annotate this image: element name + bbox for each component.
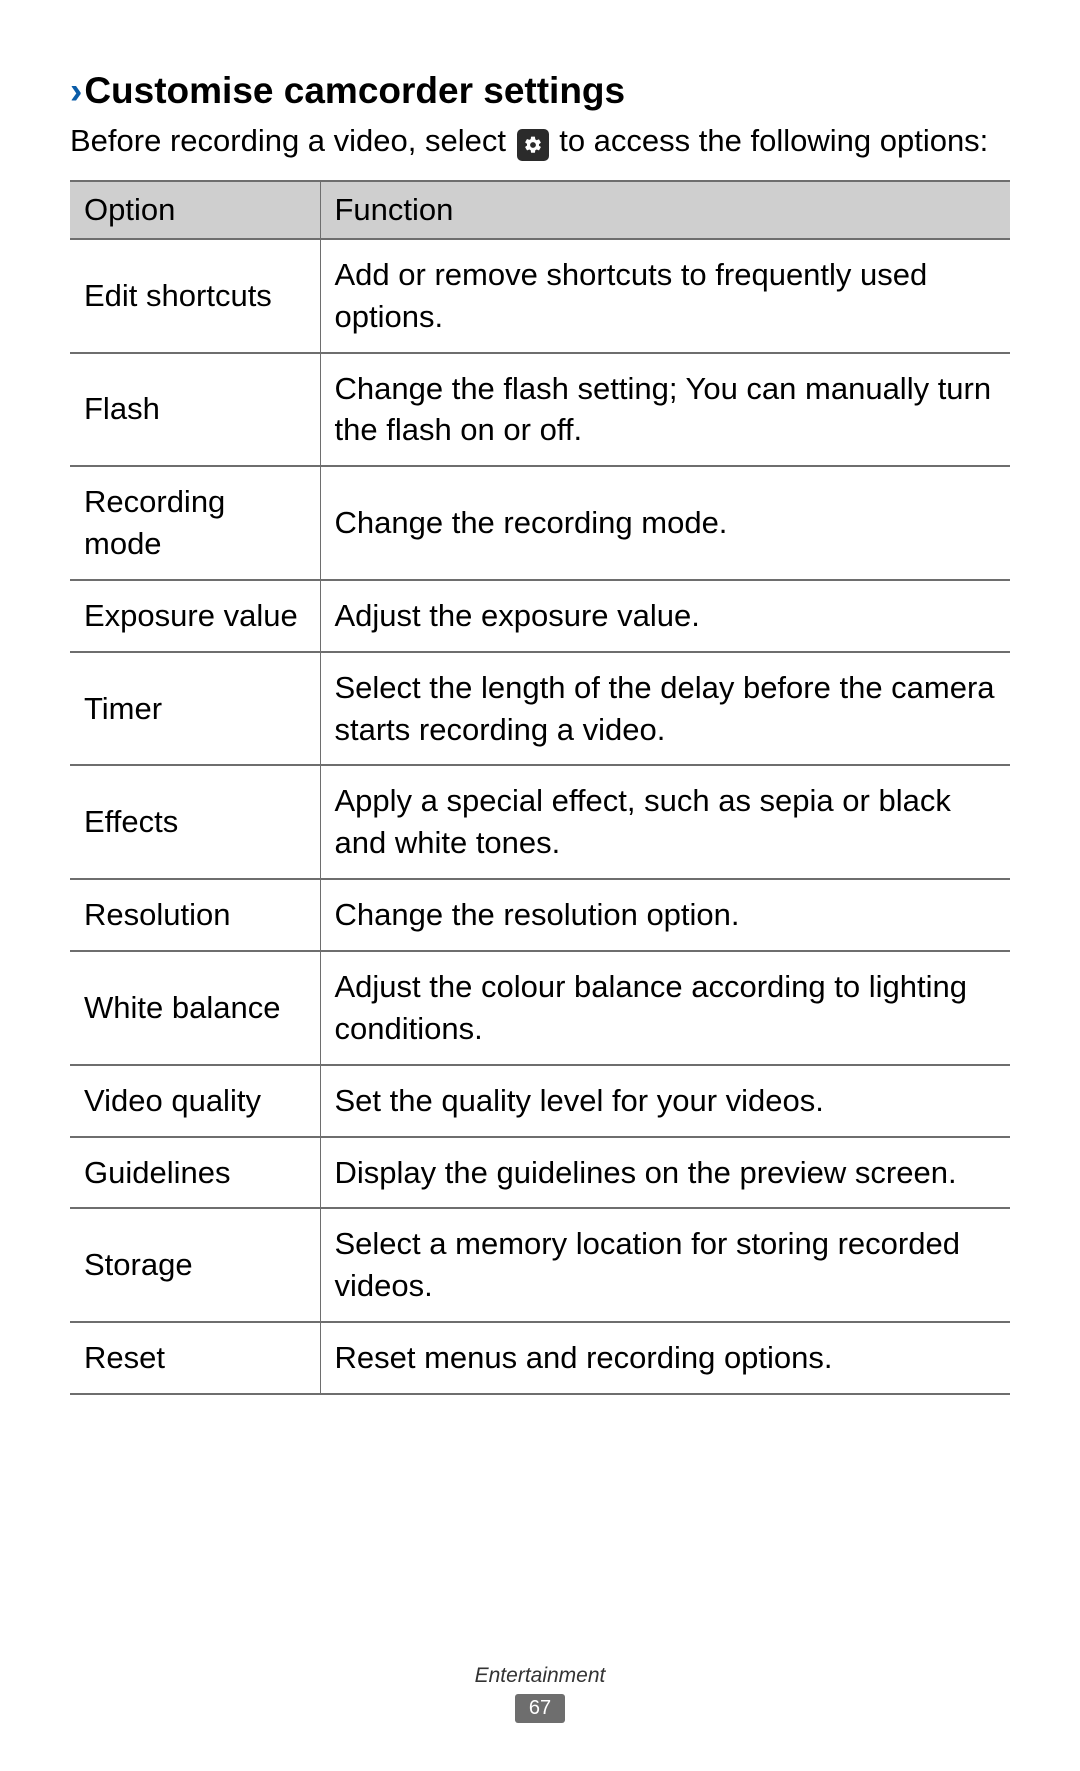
intro-before: Before recording a video, select (70, 123, 506, 158)
cell-option: Storage (70, 1208, 320, 1322)
table-row: Guidelines Display the guidelines on the… (70, 1137, 1010, 1209)
cell-function: Add or remove shortcuts to frequently us… (320, 239, 1010, 353)
cell-option: Flash (70, 353, 320, 467)
cell-option: Timer (70, 652, 320, 766)
table-row: Flash Change the flash setting; You can … (70, 353, 1010, 467)
footer-section-label: Entertainment (0, 1664, 1080, 1688)
cell-function: Adjust the colour balance according to l… (320, 951, 1010, 1065)
intro-text: Before recording a video, select to acce… (70, 120, 1010, 162)
cell-option: Edit shortcuts (70, 239, 320, 353)
page-footer: Entertainment 67 (0, 1664, 1080, 1723)
cell-option: Guidelines (70, 1137, 320, 1209)
cell-function: Change the recording mode. (320, 466, 1010, 580)
chevron-icon: › (70, 70, 78, 112)
cell-option: Exposure value (70, 580, 320, 652)
cell-function: Set the quality level for your videos. (320, 1065, 1010, 1137)
cell-function: Select the length of the delay before th… (320, 652, 1010, 766)
gear-icon (517, 129, 549, 161)
table-body: Edit shortcuts Add or remove shortcuts t… (70, 239, 1010, 1394)
table-row: Resolution Change the resolution option. (70, 879, 1010, 951)
table-row: Recording mode Change the recording mode… (70, 466, 1010, 580)
cell-function: Change the resolution option. (320, 879, 1010, 951)
cell-function: Adjust the exposure value. (320, 580, 1010, 652)
cell-function: Apply a special effect, such as sepia or… (320, 765, 1010, 879)
header-option: Option (70, 181, 320, 239)
table-row: Effects Apply a special effect, such as … (70, 765, 1010, 879)
table-row: Exposure value Adjust the exposure value… (70, 580, 1010, 652)
page-content: › Customise camcorder settings Before re… (0, 0, 1080, 1395)
cell-option: White balance (70, 951, 320, 1065)
table-row: Reset Reset menus and recording options. (70, 1322, 1010, 1394)
cell-option: Reset (70, 1322, 320, 1394)
cell-function: Display the guidelines on the preview sc… (320, 1137, 1010, 1209)
table-row: Storage Select a memory location for sto… (70, 1208, 1010, 1322)
options-table: Option Function Edit shortcuts Add or re… (70, 180, 1010, 1395)
cell-option: Resolution (70, 879, 320, 951)
table-row: White balance Adjust the colour balance … (70, 951, 1010, 1065)
cell-function: Select a memory location for storing rec… (320, 1208, 1010, 1322)
table-row: Timer Select the length of the delay bef… (70, 652, 1010, 766)
intro-after: to access the following options: (559, 123, 988, 158)
table-header-row: Option Function (70, 181, 1010, 239)
header-function: Function (320, 181, 1010, 239)
section-heading: › Customise camcorder settings (70, 70, 1010, 112)
cell-option: Effects (70, 765, 320, 879)
cell-option: Recording mode (70, 466, 320, 580)
cell-function: Change the flash setting; You can manual… (320, 353, 1010, 467)
heading-text: Customise camcorder settings (84, 70, 625, 112)
table-row: Video quality Set the quality level for … (70, 1065, 1010, 1137)
table-row: Edit shortcuts Add or remove shortcuts t… (70, 239, 1010, 353)
cell-option: Video quality (70, 1065, 320, 1137)
page-number-badge: 67 (515, 1694, 565, 1723)
cell-function: Reset menus and recording options. (320, 1322, 1010, 1394)
